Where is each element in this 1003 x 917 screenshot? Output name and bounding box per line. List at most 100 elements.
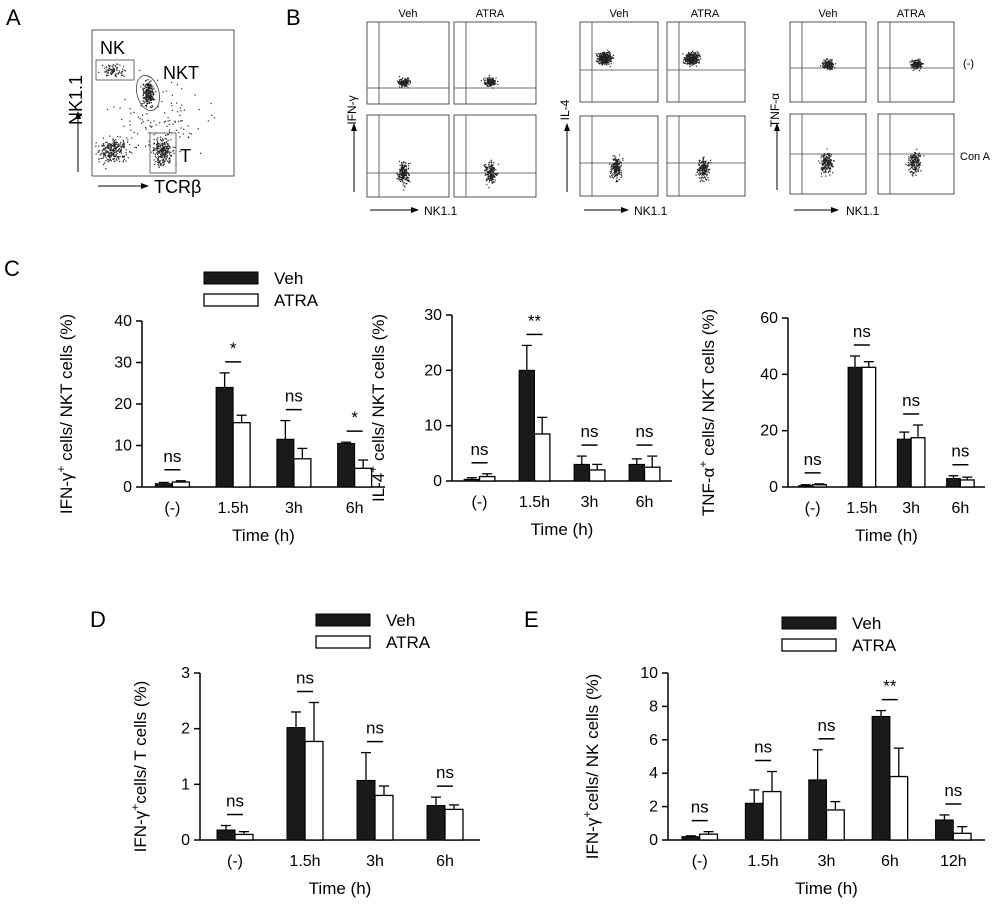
- flow-dot: [829, 158, 831, 160]
- flow-dot: [149, 92, 151, 94]
- flow-dot: [117, 72, 119, 74]
- flow-dot: [705, 173, 707, 175]
- flow-dot: [146, 99, 149, 101]
- flow-dot: [824, 154, 826, 156]
- flow-dot: [106, 155, 108, 157]
- flow-dot: [489, 171, 491, 173]
- flow-dot: [922, 63, 924, 65]
- flow-dot: [406, 174, 408, 176]
- flow-dot: [108, 148, 110, 150]
- flow-dot: [162, 144, 164, 146]
- flow-dot: [916, 155, 918, 157]
- flow-dot: [404, 178, 406, 181]
- flow-dot: [595, 53, 597, 55]
- flow-dot: [198, 109, 200, 111]
- flow-dot: [824, 65, 826, 67]
- flow-dot: [617, 169, 619, 172]
- flow-dot: [162, 165, 164, 167]
- flow-dot: [697, 173, 699, 175]
- flow-dot: [401, 166, 403, 168]
- flow-dot: [604, 52, 606, 54]
- flow-dot: [690, 62, 692, 64]
- flow-dot: [157, 146, 159, 149]
- flow-dot: [915, 164, 917, 166]
- flow-dot: [484, 165, 486, 167]
- bar-atra: [353, 467, 373, 488]
- flow-dot: [915, 67, 917, 69]
- y-tick-label: 8: [649, 698, 658, 715]
- flow-dot: [617, 180, 619, 182]
- flow-dot: [494, 179, 496, 181]
- flow-dot: [140, 105, 142, 107]
- flow-dot: [686, 59, 688, 61]
- flow-dot: [143, 87, 145, 90]
- flow-dot: [164, 154, 166, 156]
- bar-veh: [276, 438, 295, 488]
- flow-dot: [162, 154, 164, 156]
- flow-dot: [484, 83, 486, 85]
- flow-dot: [488, 75, 490, 77]
- bar-veh: [628, 463, 645, 482]
- flow-dot: [604, 54, 606, 56]
- flow-dot: [113, 154, 115, 156]
- flow-dot: [399, 83, 401, 85]
- flow-dot: [485, 83, 487, 85]
- flow-dot: [480, 80, 482, 82]
- flow-dot: [145, 98, 147, 101]
- flow-dot: [709, 168, 711, 170]
- flow-dot: [822, 61, 824, 63]
- flow-dot: [487, 82, 490, 84]
- flow-dot: [702, 171, 704, 173]
- flow-dot: [825, 160, 827, 162]
- flow-dot: [618, 173, 620, 175]
- flow-dot: [619, 173, 621, 175]
- flow-dot: [823, 167, 826, 169]
- flow-dot: [158, 150, 160, 152]
- flow-dot: [706, 165, 708, 167]
- flow-dot: [105, 157, 107, 159]
- flow-ylabel-ifn: IFN-γ: [345, 95, 359, 124]
- flow-dot: [492, 79, 494, 81]
- category-label: (-): [692, 853, 708, 870]
- flow-dot: [122, 71, 124, 73]
- flow-dot: [698, 174, 700, 176]
- flow-dot: [823, 161, 826, 163]
- flow-dot: [487, 176, 489, 178]
- bar-veh: [798, 485, 814, 488]
- flow-dot: [168, 162, 170, 164]
- flow-dot: [483, 82, 486, 84]
- flow-dot: [157, 137, 159, 139]
- flow-dot: [149, 84, 151, 86]
- flow-dot: [158, 165, 160, 167]
- flow-dot: [157, 145, 159, 147]
- flow-dot: [493, 80, 495, 82]
- flow-dot: [695, 56, 697, 58]
- flow-dot: [698, 164, 700, 166]
- flow-dot: [403, 175, 406, 177]
- flow-dot: [908, 158, 910, 160]
- flow-dot: [831, 58, 833, 61]
- flow-dot: [404, 185, 406, 187]
- flow-dot: [107, 155, 110, 157]
- flow-dot: [189, 132, 191, 134]
- bar-veh: [426, 804, 446, 841]
- flow-dot: [490, 81, 492, 84]
- flow-dot: [698, 52, 700, 54]
- flow-dot: [829, 66, 831, 68]
- flow-dot: [608, 63, 610, 65]
- significance-label: ns: [902, 391, 920, 410]
- flow-dot: [905, 163, 907, 165]
- flow-dot: [213, 117, 216, 119]
- flow-dot: [691, 55, 693, 57]
- flow-dot: [137, 133, 139, 135]
- flow-dot: [489, 161, 491, 163]
- flow-dot: [493, 169, 495, 171]
- flow-dot: [703, 163, 705, 165]
- flow-dot: [613, 159, 616, 161]
- flow-dot: [488, 162, 490, 164]
- flow-dot: [155, 124, 157, 126]
- flow-dot: [702, 157, 704, 159]
- x-axis-title: Time (h): [531, 520, 594, 539]
- flow-dot: [610, 61, 612, 63]
- flow-dot: [106, 145, 108, 147]
